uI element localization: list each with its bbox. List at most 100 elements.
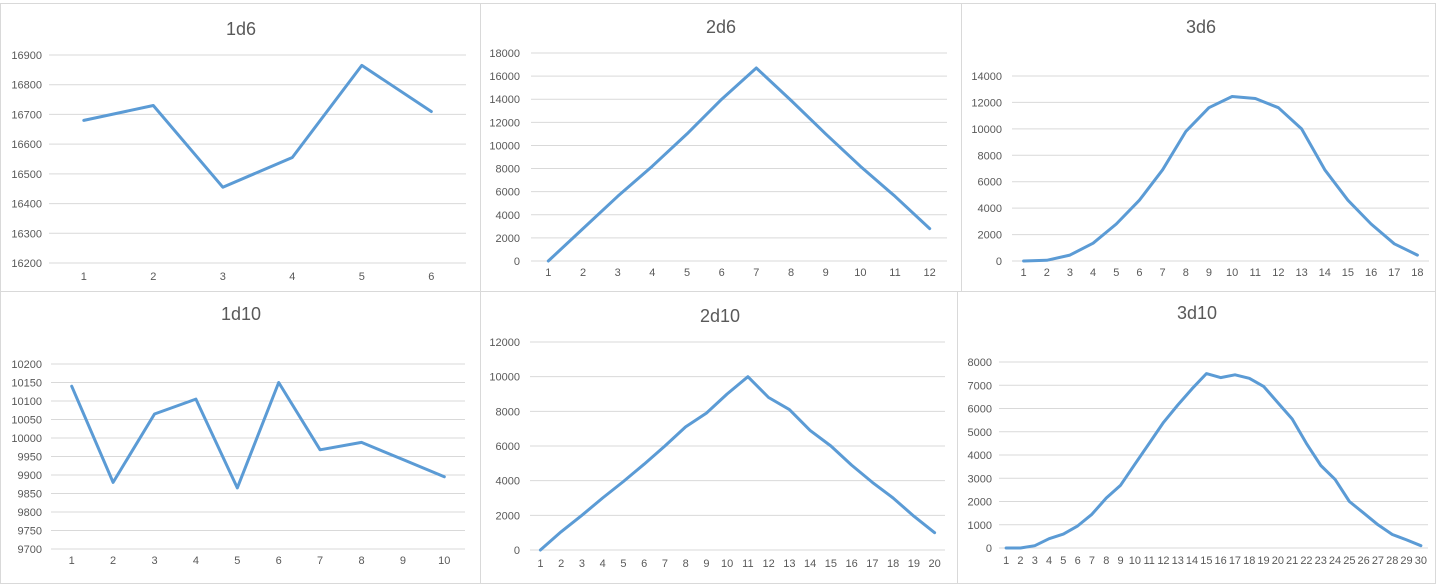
y-tick-label: 8000 xyxy=(496,164,520,176)
x-tick-label: 2 xyxy=(558,558,564,570)
y-tick-label: 5000 xyxy=(968,427,992,439)
x-tick-label: 30 xyxy=(1415,555,1427,567)
y-tick-label: 8000 xyxy=(496,406,520,418)
x-tick-label: 17 xyxy=(1388,267,1400,279)
y-tick-label: 0 xyxy=(514,256,520,268)
y-tick-label: 9700 xyxy=(18,544,42,556)
y-tick-label: 8000 xyxy=(978,150,1002,162)
x-tick-label: 7 xyxy=(662,558,668,570)
x-tick-label: 7 xyxy=(1089,555,1095,567)
y-tick-label: 10150 xyxy=(11,378,42,390)
x-tick-label: 4 xyxy=(649,267,655,279)
x-tick-label: 7 xyxy=(753,267,759,279)
x-tick-label: 3 xyxy=(579,558,585,570)
y-tick-label: 16800 xyxy=(11,80,42,92)
x-tick-label: 10 xyxy=(1226,267,1238,279)
x-tick-label: 18 xyxy=(1243,555,1255,567)
x-tick-label: 15 xyxy=(1342,267,1354,279)
y-tick-label: 16000 xyxy=(489,71,520,83)
x-tick-label: 4 xyxy=(289,271,295,283)
y-tick-label: 0 xyxy=(514,545,520,557)
y-tick-label: 12000 xyxy=(489,117,520,129)
chart-title: 2d10 xyxy=(700,306,740,326)
x-tick-label: 2 xyxy=(580,267,586,279)
y-tick-label: 8000 xyxy=(968,357,992,369)
x-tick-label: 5 xyxy=(684,267,690,279)
x-tick-label: 11 xyxy=(1250,267,1261,279)
x-tick-label: 11 xyxy=(1143,555,1154,567)
y-tick-label: 16400 xyxy=(11,199,42,211)
x-tick-label: 9 xyxy=(1206,267,1212,279)
x-tick-label: 19 xyxy=(1257,555,1269,567)
chart-2d10[interactable]: 2d10 0 2000 4000 6000 8000 10000 12000 1 2 3 4 5 6 7 8 9… xyxy=(480,291,958,584)
x-tick-label: 4 xyxy=(193,555,199,567)
x-tick-label: 15 xyxy=(825,558,837,570)
x-tick-label: 26 xyxy=(1358,555,1370,567)
y-tick-label: 3000 xyxy=(968,473,992,485)
y-tick-label: 9900 xyxy=(18,470,42,482)
x-tick-label: 8 xyxy=(358,555,364,567)
y-tick-label: 16900 xyxy=(11,50,42,62)
y-tick-label: 16200 xyxy=(11,258,42,270)
chart-title: 3d6 xyxy=(1186,17,1216,37)
x-tick-label: 2 xyxy=(110,555,116,567)
x-tick-label: 14 xyxy=(1319,267,1331,279)
series-line xyxy=(82,63,433,189)
x-tick-label: 24 xyxy=(1329,555,1341,567)
y-tick-label: 0 xyxy=(996,256,1002,268)
x-tick-label: 17 xyxy=(1229,555,1241,567)
y-tick-label: 10000 xyxy=(489,372,520,384)
x-tick-label: 12 xyxy=(1272,267,1284,279)
x-tick-label: 12 xyxy=(924,267,936,279)
y-tick-label: 9950 xyxy=(18,452,42,464)
x-tick-label: 1 xyxy=(545,267,551,279)
y-tick-label: 4000 xyxy=(978,203,1002,215)
y-tick-label: 4000 xyxy=(496,210,520,222)
x-tick-label: 28 xyxy=(1386,555,1398,567)
x-tick-label: 25 xyxy=(1343,555,1355,567)
chart-2d6[interactable]: 2d6 0 2000 4000 6000 8000 10000 12000 14000 16000… xyxy=(480,3,962,292)
y-tick-label: 0 xyxy=(986,543,992,555)
x-tick-label: 4 xyxy=(600,558,606,570)
x-tick-label: 20 xyxy=(929,558,941,570)
y-tick-label: 6000 xyxy=(496,441,520,453)
x-tick-label: 5 xyxy=(1060,555,1066,567)
x-tick-label: 8 xyxy=(1103,555,1109,567)
x-tick-label: 14 xyxy=(804,558,816,570)
x-tick-label: 2 xyxy=(150,271,156,283)
x-tick-label: 1 xyxy=(69,555,75,567)
x-tick-label: 17 xyxy=(866,558,878,570)
y-tick-label: 16700 xyxy=(11,109,42,121)
x-tick-label: 19 xyxy=(908,558,920,570)
x-tick-label: 15 xyxy=(1200,555,1212,567)
chart-1d6[interactable]: 1d6 16200 16300 16400 16500 16600 16700 16800 16… xyxy=(0,3,481,292)
y-tick-label: 14000 xyxy=(489,94,520,106)
x-tick-label: 18 xyxy=(887,558,899,570)
x-tick-label: 5 xyxy=(359,271,365,283)
y-tick-label: 4000 xyxy=(496,476,520,488)
x-tick-label: 6 xyxy=(641,558,647,570)
x-tick-label: 29 xyxy=(1400,555,1412,567)
x-tick-label: 18 xyxy=(1411,267,1423,279)
chart-1d6-svg: 1d61620016300164001650016600167001680016… xyxy=(11,19,466,283)
chart-3d6[interactable]: 3d6 0 2000 4000 6000 8000 10000 12000 14000 1 2 3 4 5… xyxy=(961,3,1436,292)
x-tick-label: 7 xyxy=(1160,267,1166,279)
y-tick-label: 16300 xyxy=(11,228,42,240)
x-tick-label: 6 xyxy=(1075,555,1081,567)
chart-1d10[interactable]: 1d10 9700 9750 9800 9850 9900 9950 10000 10050 10… xyxy=(0,291,481,584)
chart-3d10[interactable]: 3d10 0 1000 2000 3000 4000 5000 6000 7000 8000 1 2 3… xyxy=(957,291,1436,584)
x-tick-label: 23 xyxy=(1315,555,1327,567)
x-tick-label: 6 xyxy=(719,267,725,279)
y-tick-label: 9800 xyxy=(18,507,42,519)
x-tick-label: 5 xyxy=(1113,267,1119,279)
x-tick-label: 6 xyxy=(1136,267,1142,279)
y-tick-label: 2000 xyxy=(968,497,992,509)
x-tick-label: 11 xyxy=(742,558,753,570)
x-tick-label: 1 xyxy=(1003,555,1009,567)
series-line xyxy=(1004,372,1423,550)
y-tick-label: 1000 xyxy=(968,520,992,532)
chart-2d6-svg: 2d6 0 2000 4000 6000 8000 10000 12000 14000 16000… xyxy=(489,17,947,279)
y-tick-label: 12000 xyxy=(971,97,1002,109)
y-tick-label: 2000 xyxy=(496,510,520,522)
